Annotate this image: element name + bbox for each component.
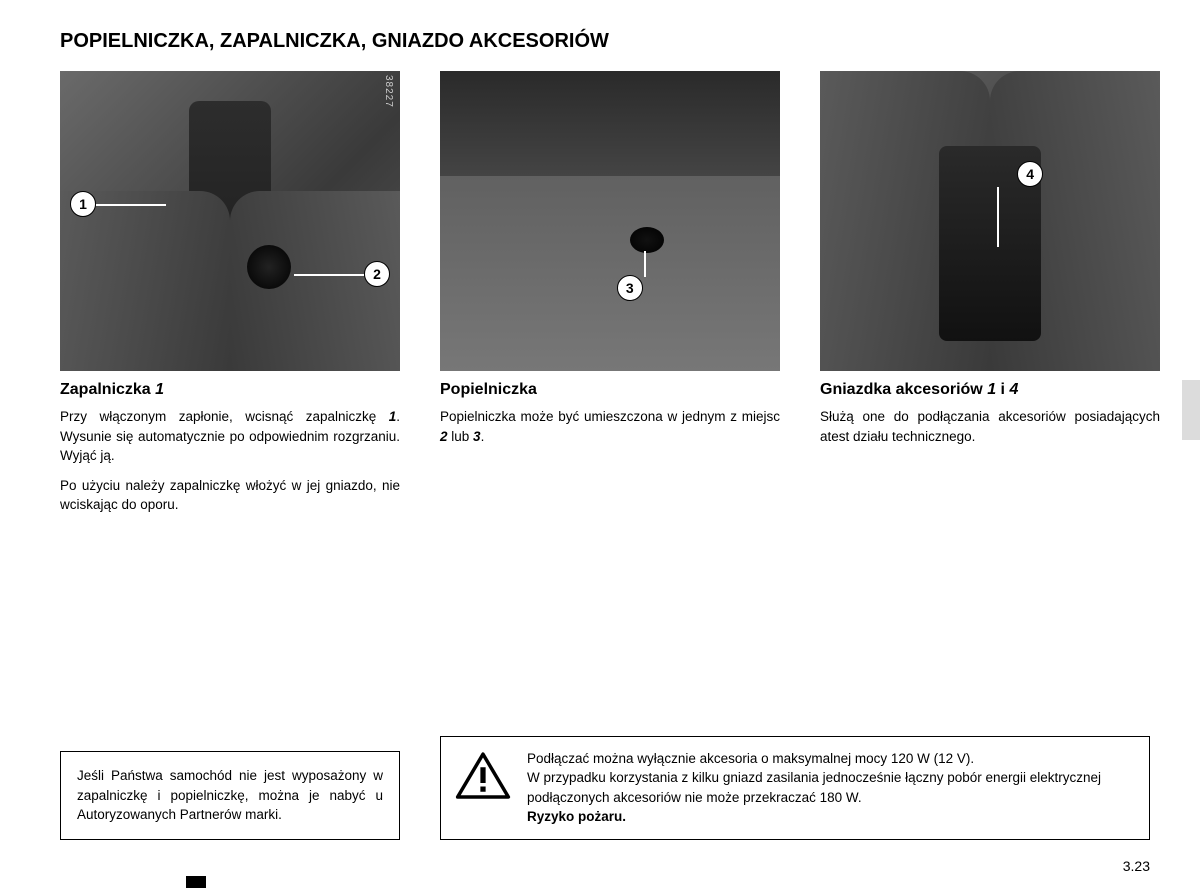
col-3: 42465 4 Gniazdka akcesoriów 1 i 4 Służą … [820,71,1160,525]
col-2: 38222 3 Popielniczka Popielniczka może b… [440,71,780,525]
para-3: Popielniczka może być umieszczona w jedn… [440,407,780,446]
figure-3: 42465 4 [820,71,1160,371]
columns: 38227 1 2 Zapalniczka 1 Przy włączonym z… [60,71,1160,525]
warning-icon [455,751,511,801]
side-tab [1182,380,1200,440]
page-title: POPIELNICZKA, ZAPALNICZKA, GNIAZDO AKCES… [60,30,1160,53]
para-1: Przy włączonym zapłonie, wcisnąć zapalni… [60,407,400,466]
heading-1: Zapalniczka 1 [60,381,400,399]
lead-line [294,274,364,276]
footer-tab [186,876,206,888]
heading-3: Gniazdka akcesoriów 1 i 4 [820,381,1160,399]
heading-num: 1 [987,381,996,398]
page-number: 3.23 [1123,858,1150,874]
ref-num: 3 [473,429,481,444]
para-2: Po użyciu należy zapalniczkę włożyć w je… [60,476,400,515]
lead-line [644,251,646,277]
text: lub [448,429,474,444]
figure-2: 38222 3 [440,71,780,371]
text: Popielniczka może być umieszczona w jedn… [440,409,780,424]
warning-line-2: W przypadku korzystania z kilku gniazd z… [527,768,1133,807]
heading-2: Popielniczka [440,381,780,399]
figure-1: 38227 1 2 [60,71,400,371]
lead-line [997,187,999,247]
lead-line [96,204,166,206]
callout-3: 3 [617,275,643,301]
heading-text: Zapalniczka [60,381,155,398]
heading-text: Gniazdka akcesoriów [820,381,987,398]
text: Przy włączonym zapłonie, wcisnąć zapalni… [60,409,389,424]
heading-text: i [996,381,1009,398]
para-4: Służą one do podłączania akcesoriów posi… [820,407,1160,446]
warning-box: Podłączać można wyłącznie akcesoria o ma… [440,736,1150,840]
ref-num: 2 [440,429,448,444]
note-box: Jeśli Państwa samochód nie jest wyposażo… [60,751,400,840]
heading-num: 4 [1009,381,1018,398]
note-text: Jeśli Państwa samochód nie jest wyposażo… [77,768,383,822]
warning-line-1: Podłączać można wyłącznie akcesoria o ma… [527,749,1133,769]
warning-line-3: Ryzyko pożaru. [527,807,1133,827]
callout-2: 2 [364,261,390,287]
lighter-knob [247,245,291,289]
col-1: 38227 1 2 Zapalniczka 1 Przy włączonym z… [60,71,400,525]
text: . [481,429,485,444]
seat-shape [60,191,230,371]
callout-4: 4 [1017,161,1043,187]
heading-num: 1 [155,381,164,398]
callout-1: 1 [70,191,96,217]
figure-ref-1: 38227 [383,75,394,108]
seat-back-shape [440,71,780,176]
